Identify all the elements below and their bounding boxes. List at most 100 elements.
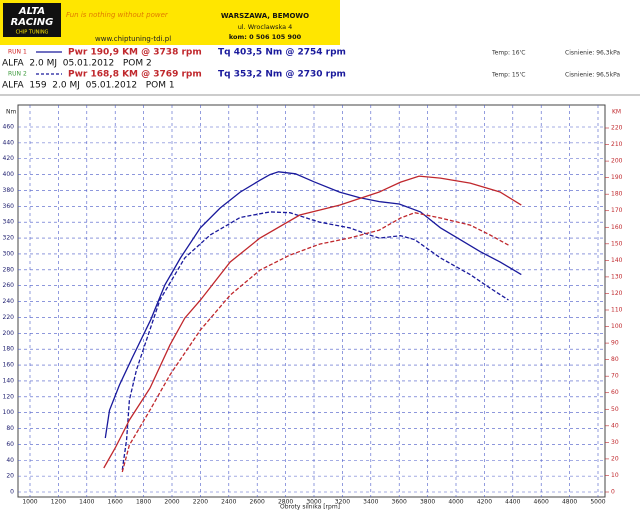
x-tick-label: 2600	[250, 499, 265, 506]
y-tick-label: 220	[3, 314, 15, 321]
y-tick-label: 460	[3, 124, 15, 131]
y2-tick-label: 10	[611, 472, 619, 479]
run-car: ALFA 2.0 MJ 05.01.2012 POM 2	[2, 59, 152, 69]
run-temp: Temp: 15'C	[491, 72, 525, 79]
y2-tick-label: 210	[611, 141, 623, 148]
x-tick-label: 4800	[562, 499, 577, 506]
plot-frame	[17, 104, 606, 498]
run-power: Pwr 190,9 KM @ 3738 rpm	[68, 48, 202, 58]
y2-tick-label: 160	[611, 224, 623, 231]
y2-tick-label: 60	[611, 389, 619, 396]
x-tick-label: 2000	[164, 499, 179, 506]
x-tick-label: 2400	[221, 499, 236, 506]
x-tick-label: 2800	[278, 499, 293, 506]
run-temp: Temp: 16'C	[491, 50, 525, 57]
y-tick-label: 400	[3, 171, 15, 178]
y-tick-label: 360	[3, 203, 15, 210]
x-tick-label: 1600	[108, 499, 123, 506]
y-tick-label: 380	[3, 187, 15, 194]
y-tick-label: 180	[3, 346, 15, 353]
y2-tick-label: 50	[611, 406, 619, 413]
y-tick-label: 320	[3, 235, 15, 242]
x-tick-label: 1400	[79, 499, 94, 506]
url: www.chiptuning-tdi.pl	[95, 35, 171, 43]
y-tick-label: 140	[3, 377, 15, 384]
y-axis-label: Nm	[6, 109, 16, 116]
y-tick-label: 420	[3, 155, 15, 162]
y-tick-label: 280	[3, 266, 15, 273]
run-label: RUN 2	[8, 71, 27, 78]
y2-tick-label: 120	[611, 290, 623, 297]
curve	[121, 212, 509, 473]
city: WARSZAWA, BEMOWO	[221, 12, 309, 20]
run-torque: Tq 353,2 Nm @ 2730 rpm	[218, 70, 346, 80]
curve	[103, 175, 522, 469]
x-tick-label: 3600	[392, 499, 407, 506]
curve	[104, 171, 522, 439]
logo-sub: CHIP TUNING	[16, 30, 49, 36]
x-tick-label: 3000	[306, 499, 321, 506]
run-pressure: Cisnienie: 96,3kPa	[565, 50, 620, 57]
x-tick-label: 4000	[448, 499, 463, 506]
y2-tick-label: 180	[611, 191, 623, 198]
y-tick-label: 120	[3, 393, 15, 400]
y-tick-label: 200	[3, 330, 15, 337]
y-tick-label: 440	[3, 139, 15, 146]
y2-axis-label: KM	[612, 109, 621, 116]
y2-tick-label: 100	[611, 323, 623, 330]
x-tick-label: 4400	[505, 499, 520, 506]
y2-tick-label: 90	[611, 340, 619, 347]
grid: 1000 1200 1400 1600 1800 2000 2200 2400 2600 2800…	[3, 105, 623, 506]
y-tick-label: 80	[6, 425, 14, 432]
x-tick-label: 1000	[22, 499, 37, 506]
y2-tick-label: 220	[611, 125, 623, 132]
y2-tick-label: 70	[611, 373, 619, 380]
street: ul. Wroclawska 4	[238, 23, 293, 31]
logo-box	[3, 3, 61, 37]
y2-tick-label: 110	[611, 307, 623, 314]
phone: kom: 0 506 105 900	[229, 33, 302, 41]
y2-tick-label: 80	[611, 356, 619, 363]
curve	[121, 211, 509, 470]
y-tick-label: 300	[3, 250, 15, 257]
x-tick-label: 3800	[420, 499, 435, 506]
y2-tick-label: 20	[611, 455, 619, 462]
x-tick-label: 4200	[477, 499, 492, 506]
y-tick-label: 240	[3, 298, 15, 305]
legend: RUN 1 Pwr 190,9 KM @ 3738 rpm Tq 403,5 Nm …	[2, 48, 620, 91]
x-tick-label: 1200	[51, 499, 66, 506]
y-tick-label: 60	[6, 441, 14, 448]
y2-tick-label: 150	[611, 240, 623, 247]
y2-tick-label: 0	[611, 489, 615, 496]
y-tick-label: 40	[6, 457, 14, 464]
run-torque: Tq 403,5 Nm @ 2754 rpm	[218, 48, 346, 58]
y2-tick-label: 40	[611, 422, 619, 429]
y-tick-label: 160	[3, 362, 15, 369]
y2-tick-label: 170	[611, 207, 623, 214]
x-tick-label: 3200	[335, 499, 350, 506]
run-pressure: Cisnienie: 96,5kPa	[565, 72, 620, 79]
y-tick-label: 260	[3, 282, 15, 289]
run-label: RUN 1	[8, 49, 27, 56]
x-tick-label: 3400	[363, 499, 378, 506]
logo-top: ALTA	[18, 6, 45, 17]
y2-tick-label: 30	[611, 439, 619, 446]
x-tick-label: 5000	[590, 499, 605, 506]
y2-tick-label: 130	[611, 273, 623, 280]
y2-tick-label: 200	[611, 158, 623, 165]
y2-tick-label: 190	[611, 174, 623, 181]
x-tick-label: 2200	[193, 499, 208, 506]
run-car: ALFA 159 2.0 MJ 05.01.2012 POM 1	[2, 81, 175, 91]
slogan: Fun is nothing without power	[66, 11, 169, 19]
y-tick-label: 340	[3, 219, 15, 226]
logo-mid: RACING	[11, 17, 54, 28]
curves	[103, 171, 522, 473]
run-power: Pwr 168,8 KM @ 3769 rpm	[68, 70, 202, 80]
x-tick-label: 1800	[136, 499, 151, 506]
x-axis-label: Obroty silnika [rpm]	[280, 504, 340, 511]
y-tick-label: 20	[6, 473, 14, 480]
y-tick-label: 0	[10, 489, 14, 496]
y2-tick-label: 140	[611, 257, 623, 264]
y-tick-label: 100	[3, 409, 15, 416]
